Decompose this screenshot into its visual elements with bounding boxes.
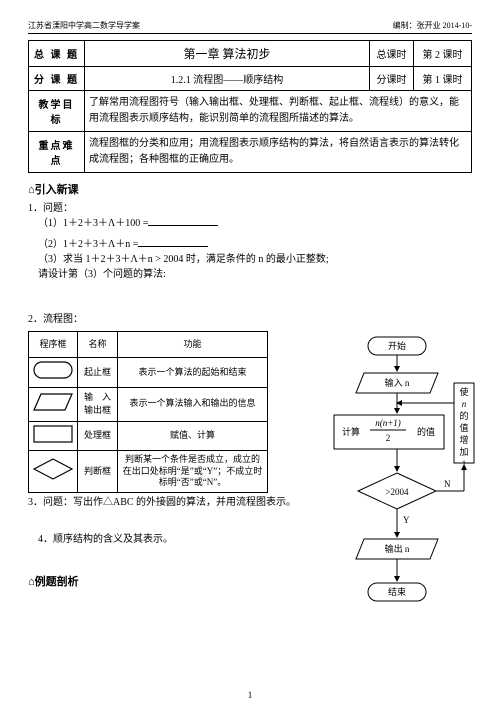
flow-frac-bot: 2 (386, 433, 391, 443)
header-left: 江苏省溧阳中学高二数学导学案 (28, 20, 140, 31)
cell: 分 课 题 (29, 67, 85, 91)
q2-text: （2）1＋2＋3＋Λ＋n = (38, 239, 138, 250)
cell: 了解常用流程图符号（输入输出框、处理框、判断框、起止框、流程线）的意义，能用流程… (85, 91, 472, 132)
blank (148, 216, 218, 226)
blank (138, 237, 208, 247)
q3b: 请设计第（3）个问题的算法: (38, 267, 472, 282)
flow-calc-pre: 计算 (342, 426, 360, 437)
q1: （1）1＋2＋3＋Λ＋100 = (38, 216, 472, 231)
section-intro-title: ⌂引入新课 (28, 181, 472, 197)
th: 程序框 (29, 332, 78, 358)
cell: 输 入 输出框 (78, 387, 118, 421)
terminator-shape (29, 358, 78, 388)
io-shape (29, 387, 78, 421)
cell: 赋值、计算 (118, 421, 268, 451)
q3: （3）求当 1＋2＋3＋Λ＋n > 2004 时，满足条件的 n 的最小正整数; (38, 252, 472, 267)
cell: 总课时 (370, 41, 414, 67)
th: 名称 (78, 332, 118, 358)
question-block: 1．问题： （1）1＋2＋3＋Λ＋100 = （2）1＋2＋3＋Λ＋n = （3… (28, 201, 472, 282)
cell: 第 2 课时 (414, 41, 472, 67)
cell: 判断某一个条件是否成立，成立的在出口处标明“是”或“Y”；不成立时标明“否”或“… (118, 451, 268, 493)
flow-cond: >2004 (385, 487, 409, 497)
shapes-table: 程序框 名称 功能 起止框 表示一个算法的起始和结束 输 入 输出框 表示一个算… (28, 331, 268, 493)
cell: 表示一个算法输入和输出的信息 (118, 387, 268, 421)
q-label: 1．问题： (28, 201, 472, 216)
flow-calc-post: 的值 (417, 426, 435, 437)
cell: 1.2.1 流程图——顺序结构 (85, 67, 370, 91)
th: 功能 (118, 332, 268, 358)
flow-n: N (444, 479, 451, 489)
cell: 处理框 (78, 421, 118, 451)
page-number: 1 (248, 690, 253, 700)
course-info-table: 总 课 题 第一章 算法初步 总课时 第 2 课时 分 课 题 1.2.1 流程… (28, 40, 472, 173)
q2: （2）1＋2＋3＋Λ＋n = (38, 237, 472, 252)
flow-start: 开始 (388, 340, 406, 351)
flow-end: 结束 (388, 586, 406, 597)
flow-y: Y (403, 515, 410, 525)
cell: 表示一个算法的起始和结束 (118, 358, 268, 388)
sec2-label: 2．流程图： (28, 312, 472, 327)
flow-out: 输出 n (385, 543, 410, 554)
cell: 总 课 题 (29, 41, 85, 67)
cell: 第 1 课时 (414, 67, 472, 91)
flow-input: 输入 n (385, 377, 410, 388)
decision-shape (29, 451, 78, 493)
page-header: 江苏省溧阳中学高二数学导学案 编制：张开业 2014-10- (28, 20, 472, 34)
cell: 流程图框的分类和应用；用流程图表示顺序结构的算法，将自然语言表示的算法转化成流程… (85, 132, 472, 173)
flow-loop: 使n的值增加1 (459, 386, 468, 469)
cell: 判断框 (78, 451, 118, 493)
header-right: 编制：张开业 2014-10- (393, 20, 472, 31)
flow-frac-top: n(n+1) (375, 418, 401, 428)
q1-text: （1）1＋2＋3＋Λ＋100 = (38, 218, 148, 229)
algorithm-flowchart: 开始 输入 n 计算 n(n+1) 2 的值 >2004 N 使n的值增加1 Y… (328, 335, 478, 675)
cell: 重点难点 (29, 132, 85, 173)
cell: 第一章 算法初步 (85, 41, 370, 67)
cell: 分课时 (370, 67, 414, 91)
process-shape (29, 421, 78, 451)
cell: 教学目标 (29, 91, 85, 132)
cell: 起止框 (78, 358, 118, 388)
